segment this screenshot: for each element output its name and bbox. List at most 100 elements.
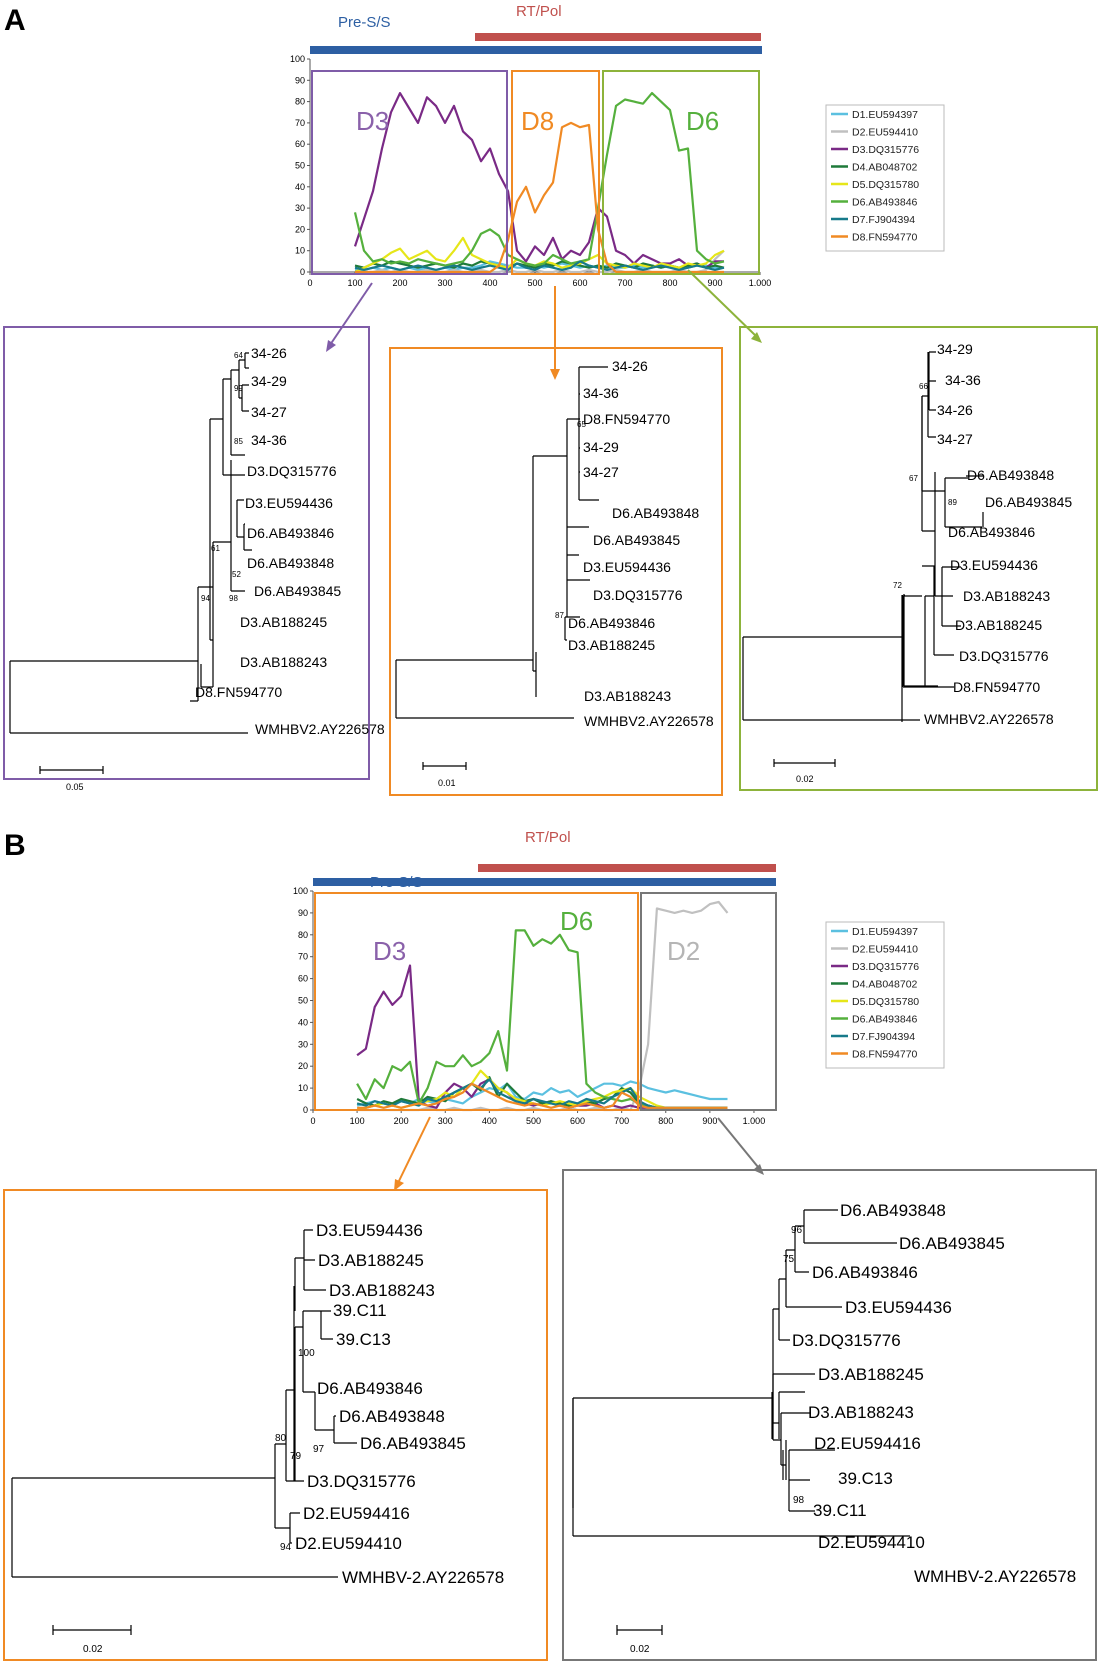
tree-b1-labels: D3.EU594436 D3.AB188245 D3.AB188243 39.C… [52, 1221, 504, 1655]
bootstrap-value: 98 [793, 1495, 805, 1506]
legend-label: D4.AB048702 [852, 979, 918, 991]
tree-leaf: WMHBV-2.AY226578 [342, 1568, 504, 1587]
legend-label: D5.DQ315780 [852, 179, 919, 191]
gene-label-rt-pol: RT/Pol [525, 829, 571, 846]
tree-leaf: D3.AB188243 [584, 688, 671, 704]
arrow-to-tree-a3 [687, 269, 758, 338]
y-tick-label: 60 [295, 139, 305, 149]
tree-box-a3 [739, 326, 1098, 791]
tree-leaf: D3.AB188243 [808, 1403, 914, 1422]
tree-leaf: D3.AB188245 [568, 637, 655, 653]
y-tick-label: 10 [298, 1083, 308, 1093]
scale-bar-label: 0.01 [438, 778, 456, 788]
gene-bar-pre-s [313, 878, 776, 886]
bootstrap-value: 100 [298, 1348, 315, 1359]
tree-leaf: D2.EU594410 [295, 1534, 402, 1553]
y-tick-label: 20 [298, 1061, 308, 1071]
x-tick-label: 1.000 [749, 278, 772, 288]
bootstrap-value: 94 [201, 594, 210, 603]
tree-leaf: 34-27 [583, 464, 619, 480]
tree-leaf: D3.DQ315776 [792, 1331, 901, 1350]
scale-bar-label: 0.02 [630, 1644, 650, 1655]
gene-bar-rt-pol [478, 864, 776, 872]
tree-leaf: D6.AB493845 [899, 1234, 1005, 1253]
inset-label-d3: D3 [373, 936, 406, 966]
arrowhead-icon [550, 369, 560, 380]
tree-leaf: D6.AB493846 [317, 1379, 423, 1398]
bootstrap-value: 94 [280, 1542, 292, 1553]
x-tick-label: 600 [570, 1116, 585, 1126]
x-tick-label: 1.000 [743, 1116, 766, 1126]
gene-label-pre-s: Pre-S/S [338, 14, 391, 31]
x-tick-label: 0 [310, 1116, 315, 1126]
inset-label-d2: D2 [667, 936, 700, 966]
tree-leaf: D8.FN594770 [953, 679, 1040, 695]
legend-label: D6.AB493846 [852, 197, 918, 209]
x-tick-label: 400 [482, 278, 497, 288]
tree-a3-labels: 34-29 34-36 34-26 34-27 D6.AB493848 D6.A… [773, 341, 1072, 784]
bootstrap-value: 87 [555, 611, 564, 620]
tree-leaf: D3.AB188243 [963, 588, 1050, 604]
x-tick-label: 500 [526, 1116, 541, 1126]
tree-leaf: D3.DQ315776 [247, 463, 337, 479]
y-tick-label: 100 [290, 54, 305, 64]
y-tick-label: 50 [298, 996, 308, 1006]
x-tick-label: 800 [662, 278, 677, 288]
series-line [356, 964, 728, 1109]
legend-label: D1.EU594397 [852, 109, 918, 121]
bootstrap-value: 97 [313, 1444, 325, 1455]
bootstrap-value: 65 [577, 420, 586, 429]
y-tick-label: 90 [295, 75, 305, 85]
tree-leaf: D2.EU594410 [818, 1533, 925, 1552]
y-tick-label: 80 [298, 930, 308, 940]
tree-leaf: D6.AB493848 [339, 1407, 445, 1426]
legend-label: D5.DQ315780 [852, 996, 919, 1008]
bootstrap-value: 79 [290, 1451, 302, 1462]
y-tick-label: 80 [295, 97, 305, 107]
bootstrap-value: 72 [893, 581, 902, 590]
x-tick-label: 300 [438, 1116, 453, 1126]
tree-b2 [572, 1209, 910, 1537]
gene-label-rt-pol: RT/Pol [516, 3, 562, 20]
y-tick-label: 70 [298, 952, 308, 962]
tree-leaf: D6.AB493848 [612, 505, 699, 521]
tree-a2-labels: 34-26 34-36 D8.FN594770 34-29 34-27 D6.A… [422, 358, 714, 788]
tree-leaf: D8.FN594770 [195, 684, 282, 700]
series-line [353, 91, 725, 267]
scale-bar-label: 0.02 [796, 774, 814, 784]
tree-leaf: 34-26 [937, 402, 973, 418]
x-tick-label: 200 [394, 1116, 409, 1126]
tree-leaf: 34-27 [937, 431, 973, 447]
tree-leaf: D6.AB493848 [840, 1201, 946, 1220]
panel-letter-b: B [4, 829, 26, 862]
arrowhead-icon [326, 340, 336, 352]
inset-label-d3: D3 [356, 106, 389, 136]
bootstrap-value: 89 [948, 498, 957, 507]
inset-box-d3-d6 [314, 892, 639, 1111]
tree-leaf: D6.AB493845 [254, 583, 341, 599]
x-tick-label: 100 [347, 278, 362, 288]
tree-leaf: WMHBV2.AY226578 [584, 713, 714, 729]
tree-leaf: 34-36 [251, 432, 287, 448]
tree-leaf: 34-29 [937, 341, 973, 357]
legend-label: D2.EU594410 [852, 944, 918, 956]
bootstrap-value: 85 [234, 437, 243, 446]
tree-leaf: D3.EU594436 [583, 559, 671, 575]
tree-leaf: D6.AB493846 [948, 524, 1035, 540]
tree-box-b1 [3, 1189, 548, 1661]
x-tick-label: 600 [572, 278, 587, 288]
tree-leaf: D3.AB188243 [329, 1281, 435, 1300]
legend-label: D3.DQ315776 [852, 144, 919, 156]
tree-a1 [9, 352, 252, 734]
x-tick-label: 0 [307, 278, 312, 288]
tree-box-b2 [562, 1169, 1097, 1661]
inset-box-d2 [640, 892, 777, 1111]
tree-a1-labels: 34-26 34-29 34-27 34-36 D3.DQ315776 D3.E… [39, 345, 385, 792]
tree-leaf: 39.C11 [333, 1301, 387, 1320]
tree-leaf: D3.DQ315776 [959, 648, 1049, 664]
y-tick-label: 10 [295, 246, 305, 256]
arrow-to-tree-b1 [397, 1116, 431, 1184]
x-tick-label: 400 [482, 1116, 497, 1126]
tree-leaf: D3.AB188245 [955, 617, 1042, 633]
x-tick-label: 300 [437, 278, 452, 288]
